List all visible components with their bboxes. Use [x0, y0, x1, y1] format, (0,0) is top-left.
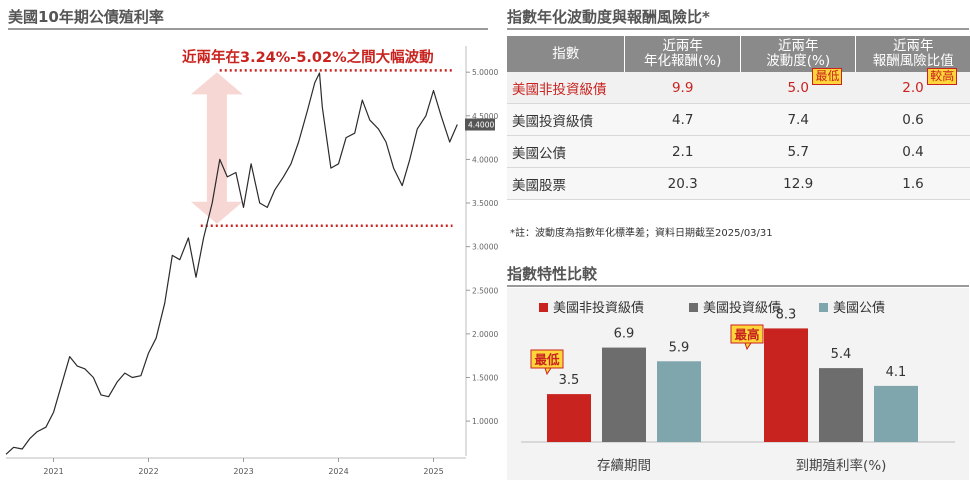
risk-return-table: 指數 近兩年 年化報酬(%) 近兩年 波動度(%) 近兩年 報酬風險比值 美國非…	[507, 36, 970, 200]
y-tick-label: 4.0000	[472, 155, 498, 164]
bar-value-label: 5.9	[669, 340, 690, 355]
range-annotation: 近兩年在3.24%-5.02%之間大幅波動	[182, 48, 434, 66]
row-ratio-value: 2.0	[902, 79, 924, 96]
bar-value-label: 8.3	[776, 307, 797, 322]
row-volatility: 7.4	[740, 103, 856, 136]
y-tick-label: 2.5000	[472, 286, 498, 295]
row-return: 2.1	[624, 135, 741, 168]
table-row: 美國非投資級債 9.9 5.0 最低 2.0 較高	[507, 67, 970, 104]
table-panel-title: 指數年化波動度與報酬風險比*	[507, 8, 710, 26]
bar	[764, 328, 808, 442]
last-value-marker	[465, 118, 495, 131]
highest-callout-pointer	[744, 342, 752, 351]
bar	[602, 347, 646, 442]
row-return: 9.9	[624, 72, 741, 104]
y-tick-label: 2.0000	[472, 330, 498, 339]
header-index: 指數	[507, 36, 626, 72]
category-label: 存續期間	[597, 458, 651, 474]
header-ratio: 近兩年 報酬風險比值	[855, 36, 970, 72]
higher-tag: 較高	[927, 67, 958, 85]
row-volatility-value: 5.0	[787, 79, 809, 96]
table-row: 美國公債 2.1 5.7 0.4	[507, 135, 970, 168]
bar-chart-background	[507, 288, 969, 480]
legend-swatch	[539, 303, 548, 312]
bar-panel-title: 指數特性比較	[507, 265, 598, 283]
row-return: 20.3	[624, 167, 741, 200]
row-return: 4.7	[624, 103, 741, 136]
table-title-rule	[507, 28, 969, 30]
row-ratio: 2.0 較高	[855, 67, 970, 104]
y-tick-label: 1.0000	[472, 417, 498, 426]
table-row: 美國投資級債 4.7 7.4 0.6	[507, 103, 970, 136]
y-tick-label: 1.5000	[472, 373, 498, 382]
range-arrow	[190, 72, 243, 224]
y-tick-label: 3.5000	[472, 199, 498, 208]
legend-swatch	[819, 303, 828, 312]
bar-value-label: 4.1	[886, 365, 907, 380]
row-name: 美國投資級債	[507, 103, 625, 136]
header-volatility: 近兩年 波動度(%)	[740, 36, 857, 72]
legend-label: 美國公債	[833, 301, 885, 316]
x-tick-label: 2024	[328, 467, 348, 476]
row-ratio: 0.6	[855, 103, 970, 136]
table-footnote: *註：波動度為指數年化標準差；資料日期截至2025/03/31	[510, 228, 773, 239]
legend-swatch	[689, 303, 698, 312]
highest-callout: 最高	[734, 327, 759, 342]
lowest-callout: 最低	[534, 352, 560, 367]
y-tick-label: 4.5000	[472, 112, 498, 121]
x-tick-label: 2022	[138, 467, 158, 476]
treasury-yield-chart: 1.0000 1.5000 2.0000 2.5000 3.0000 3.5000 4.00…	[5, 46, 498, 476]
x-tick-label: 2021	[43, 467, 63, 476]
x-tick-label: 2023	[233, 467, 253, 476]
bar-value-label: 5.4	[831, 347, 852, 362]
legend-label: 美國投資級債	[703, 300, 781, 316]
last-value-label: 4.4000	[468, 121, 494, 130]
index-characteristics-bar-chart: 美國非投資級債 美國投資級債 美國公債 3.5 6.9 5.9 存續期間 8.3 5.4 4.1 到…	[507, 288, 969, 480]
bar	[874, 385, 918, 442]
lowest-tag: 最低	[812, 67, 843, 85]
row-volatility: 5.0 最低	[740, 67, 856, 104]
left-title-rule	[8, 28, 488, 30]
legend-label: 美國非投資級債	[553, 300, 644, 316]
row-ratio: 1.6	[855, 167, 970, 200]
bar	[819, 368, 863, 442]
table-header-row: 指數 近兩年 年化報酬(%) 近兩年 波動度(%) 近兩年 報酬風險比值	[507, 36, 970, 72]
lowest-callout-pointer	[544, 367, 552, 376]
x-tick-label: 2025	[423, 467, 443, 476]
row-volatility: 12.9	[740, 167, 856, 200]
table-row: 美國股票 20.3 12.9 1.6	[507, 167, 970, 200]
row-name: 美國股票	[507, 167, 625, 200]
bar	[657, 361, 701, 442]
y-tick-label: 3.0000	[472, 243, 498, 252]
row-name: 美國非投資級債	[507, 72, 625, 104]
header-return: 近兩年 年化報酬(%)	[624, 36, 741, 72]
row-volatility: 5.7	[740, 135, 856, 168]
bar-title-rule	[507, 285, 969, 287]
row-name: 美國公債	[507, 135, 625, 168]
category-label: 到期殖利率(%)	[796, 457, 887, 474]
y-tick-label: 5.0000	[472, 68, 498, 77]
bar-value-label: 3.5	[559, 373, 580, 388]
yield-line	[5, 72, 458, 455]
left-panel-title: 美國10年期公債殖利率	[8, 8, 164, 26]
bar	[547, 394, 591, 442]
row-ratio: 0.4	[855, 135, 970, 168]
bar-value-label: 6.9	[614, 327, 635, 342]
